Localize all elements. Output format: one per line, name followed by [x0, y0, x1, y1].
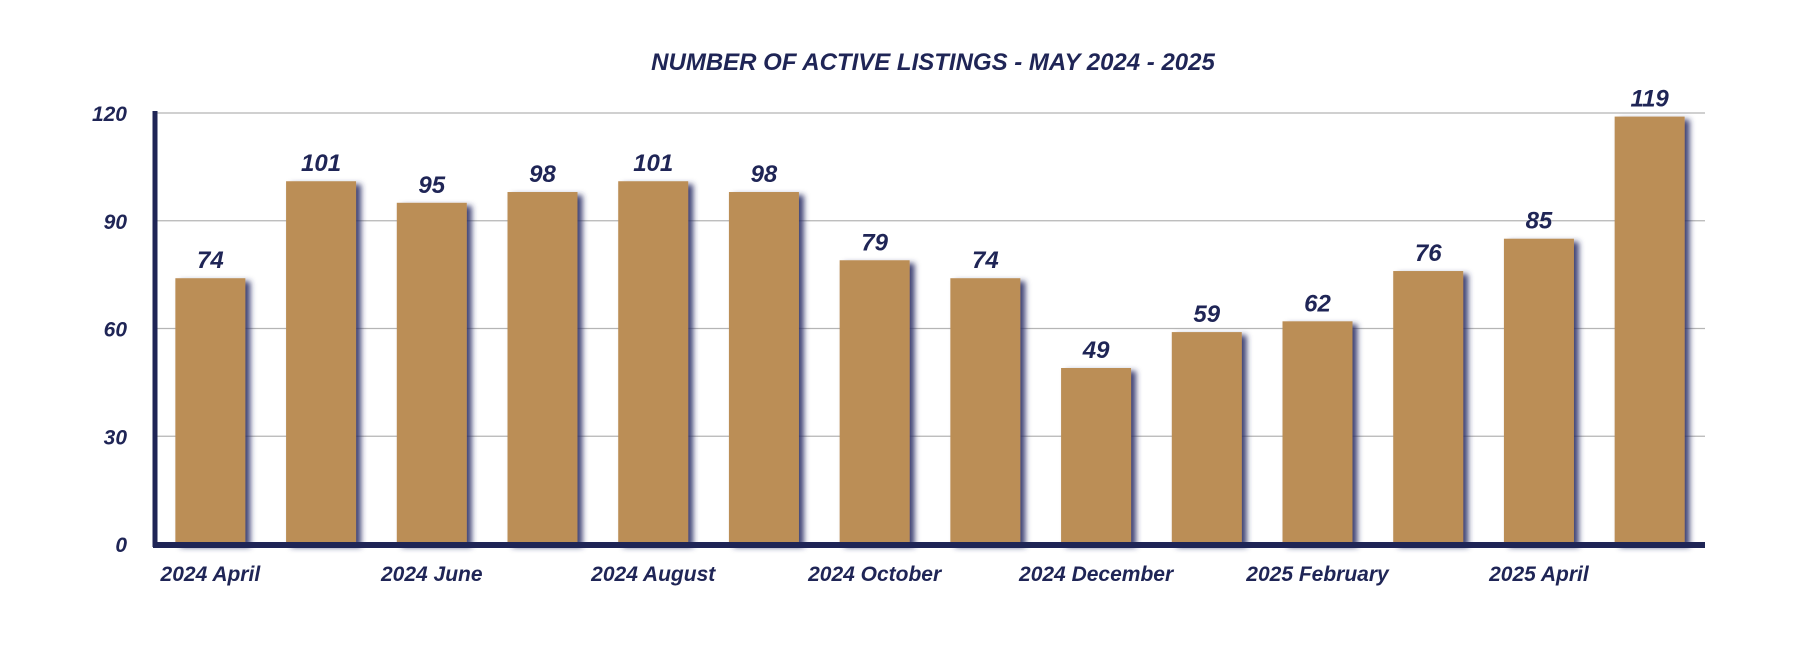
data-label: 101 — [301, 150, 341, 177]
y-tick-label: 120 — [92, 103, 127, 126]
bar — [618, 181, 689, 544]
bar — [728, 192, 799, 544]
data-label: 85 — [1526, 208, 1553, 235]
data-label: 59 — [1193, 301, 1220, 328]
data-label: 119 — [1631, 86, 1670, 113]
labels: 0 30 60 90 120 74 2024 April 101 95 2024 June 98 10… — [92, 86, 1669, 586]
bar — [839, 260, 910, 544]
data-label: 74 — [197, 247, 224, 274]
bar — [507, 192, 578, 544]
data-label: 76 — [1415, 240, 1442, 267]
axes — [152, 111, 1705, 548]
data-label: 74 — [972, 247, 999, 274]
data-label: 98 — [751, 161, 778, 188]
bar — [286, 181, 357, 544]
x-tick-label: 2024 June — [380, 563, 483, 586]
x-tick-label: 2024 April — [160, 563, 262, 586]
bar — [396, 202, 467, 544]
x-tick-label: 2024 October — [807, 563, 943, 586]
y-tick-label: 30 — [104, 426, 128, 449]
x-tick-label: 2024 August — [590, 563, 716, 586]
data-label: 62 — [1304, 290, 1331, 317]
bar — [1282, 321, 1353, 544]
bar — [1393, 271, 1464, 544]
data-label: 79 — [861, 229, 888, 256]
x-tick-label: 2025 February — [1245, 563, 1390, 586]
data-label: 49 — [1082, 337, 1110, 364]
x-tick-label: 2025 April — [1488, 563, 1590, 586]
grid-lines — [155, 112, 1705, 437]
y-tick-label: 0 — [115, 534, 127, 557]
data-label: 101 — [633, 150, 673, 177]
y-tick-label: 90 — [104, 211, 128, 234]
bar — [1503, 238, 1574, 545]
data-label: 98 — [529, 161, 556, 188]
chart-title: NUMBER OF ACTIVE LISTINGS - MAY 2024 - 2… — [651, 49, 1215, 76]
x-tick-label: 2024 December — [1018, 563, 1175, 586]
bar — [1171, 332, 1242, 544]
bar — [950, 278, 1021, 544]
bar — [1614, 116, 1685, 544]
data-label: 95 — [418, 172, 445, 199]
bars — [175, 116, 1685, 545]
y-tick-label: 60 — [104, 319, 128, 342]
bar — [1061, 368, 1132, 544]
bar — [175, 278, 246, 544]
